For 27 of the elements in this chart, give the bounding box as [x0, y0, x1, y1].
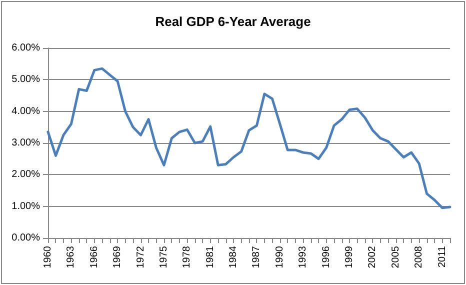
chart-title: Real GDP 6-Year Average [155, 14, 311, 29]
x-tick-label: 1960 [42, 246, 54, 268]
y-tick-label: 4.00% [12, 106, 40, 117]
y-tick-label: 1.00% [12, 200, 40, 212]
x-tick-label: 1969 [112, 246, 124, 268]
x-tick-label: 1963 [66, 246, 77, 268]
x-tick-label: 1996 [320, 246, 332, 268]
x-tick-label: 1966 [88, 246, 100, 268]
x-tick-label: 1978 [182, 246, 193, 268]
x-tick-label: 2008 [414, 246, 425, 268]
x-tick-label: 1981 [204, 246, 216, 268]
y-tick-label: 2.00% [12, 169, 40, 180]
x-tick-label: 1987 [251, 246, 262, 268]
y-tick-label: 3.00% [12, 138, 40, 148]
x-tick-label: 1984 [228, 246, 240, 268]
y-tick-label: 6.00% [12, 42, 40, 54]
y-tick-label: 5.00% [12, 74, 40, 86]
y-tick-label: 0.00% [12, 232, 40, 244]
x-tick-label: 1972 [135, 246, 146, 268]
x-tick-label: 2011 [436, 246, 448, 268]
x-tick-label: 1993 [298, 246, 309, 268]
x-tick-label: 2002 [367, 246, 378, 268]
line-series [46, 67, 452, 210]
x-tick-label: 2005 [390, 246, 402, 268]
x-tick-label: 1975 [158, 246, 170, 268]
x-tick-label: 1990 [274, 246, 286, 268]
x-tick-label: 1999 [344, 246, 355, 268]
